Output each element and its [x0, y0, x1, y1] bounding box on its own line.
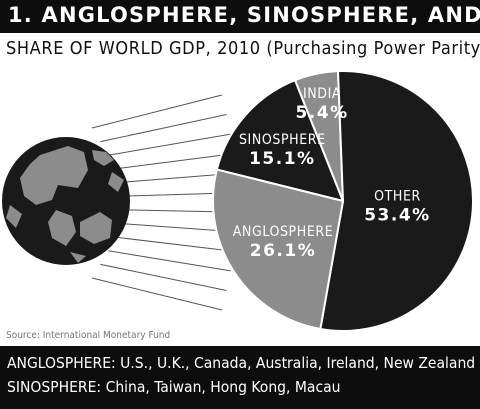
globe-landmasses: [6, 146, 124, 263]
pie-label-sinosphere: SINOSPHERE: [239, 132, 326, 148]
sinosphere-key: SINOSPHERE:: [7, 378, 102, 396]
pie-value-anglosphere: 26.1%: [250, 241, 316, 261]
pie-value-other: 53.4%: [364, 206, 430, 226]
footer-legend: ANGLOSPHERE: U.S., U.K., Canada, Austral…: [0, 346, 480, 409]
ray-line: [91, 94, 223, 129]
pie-slice-other: [319, 70, 474, 332]
ray-line: [108, 133, 231, 156]
chart-subtitle: SHARE OF WORLD GDP, 2010 (Purchasing Pow…: [6, 38, 480, 59]
pie-slice-sinosphere: [215, 78, 345, 203]
ray-line: [114, 236, 235, 252]
pie-value-sinosphere: 15.1%: [249, 149, 315, 169]
pie-slices: [212, 70, 474, 332]
pie-label-anglosphere: ANGLOSPHERE: [233, 224, 334, 240]
source-note: Source: International Monetary Fund: [6, 330, 171, 341]
ray-line: [100, 114, 227, 143]
title-bar: 1. ANGLOSPHERE, SINOSPHERE, AND INDIA: [0, 0, 480, 33]
ray-line: [108, 250, 231, 272]
pie-slice-anglosphere: [212, 168, 345, 331]
anglosphere-key: ANGLOSPHERE:: [7, 354, 116, 372]
ray-line: [100, 263, 227, 291]
globe-icon: [2, 137, 130, 265]
pie-label-india: INDIA: [303, 86, 341, 102]
sinosphere-definition: SINOSPHERE: China, Taiwan, Hong Kong, Ma…: [7, 378, 341, 396]
anglosphere-definition: ANGLOSPHERE: U.S., U.K., Canada, Austral…: [7, 354, 475, 372]
chart-title: 1. ANGLOSPHERE, SINOSPHERE, AND INDIA: [8, 3, 480, 27]
pie-label-other: OTHER: [374, 189, 421, 205]
ray-line: [114, 153, 235, 170]
anglosphere-members: U.S., U.K., Canada, Australia, Ireland, …: [120, 354, 476, 372]
sinosphere-members: China, Taiwan, Hong Kong, Macau: [105, 378, 341, 396]
pie-value-india: 5.4%: [295, 103, 348, 123]
ray-line: [91, 277, 223, 311]
